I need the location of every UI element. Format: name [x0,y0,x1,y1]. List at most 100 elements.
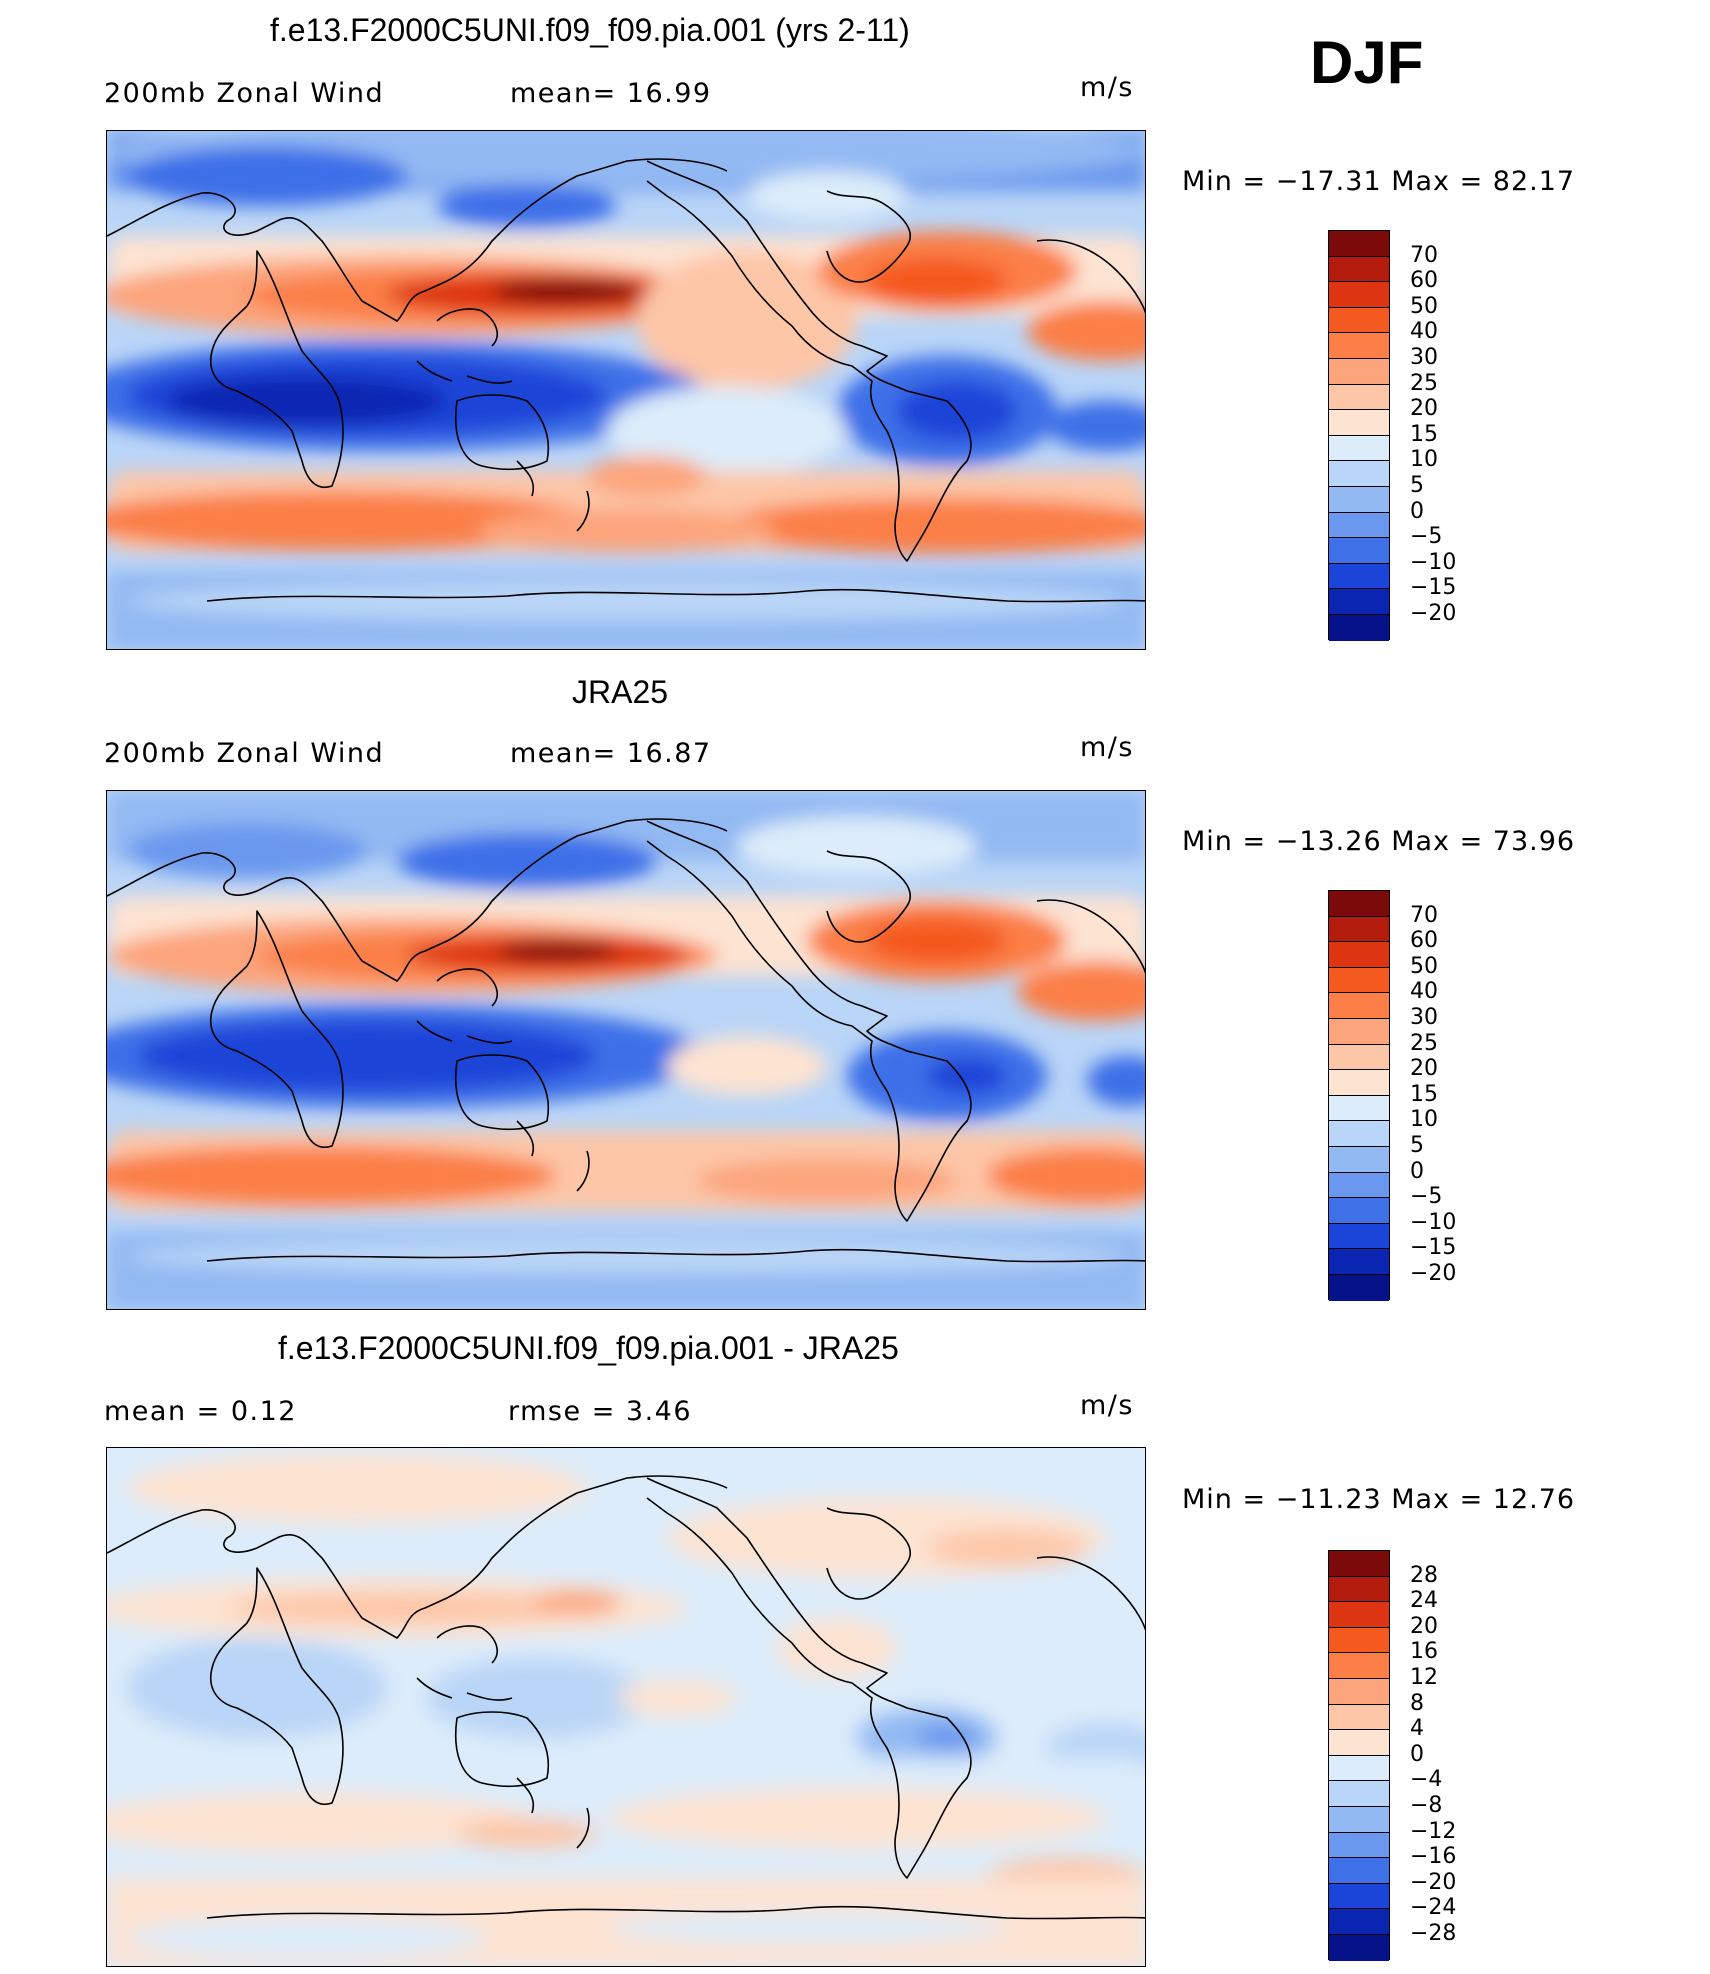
colorbar-level-label: −10 [1410,1209,1457,1235]
colorbar-swatch [1329,1249,1389,1275]
colorbar-swatch [1329,1730,1389,1756]
panel-2-title: JRA25 [572,674,669,710]
colorbar-level-label: −20 [1410,1261,1457,1286]
colorbar-level-label: 10 [1410,1107,1438,1133]
colorbar-swatch [1329,1044,1389,1071]
panel-2-min-max: Min = −13.26 Max = 73.96 [1182,826,1576,857]
colorbar-level-label: 20 [1410,1056,1438,1082]
colorbar-swatch [1329,358,1389,385]
colorbar-level-label: 0 [1410,1158,1424,1184]
colorbar-swatch [1329,282,1389,308]
colorbar-level-label: −20 [1410,601,1457,626]
colorbar-level-label: 25 [1410,370,1438,396]
colorbar-level-label: 30 [1410,1005,1438,1030]
panel-1-colorbar [1328,230,1390,641]
colorbar-swatch [1329,1070,1389,1096]
colorbar-level-label: 28 [1410,1562,1438,1588]
colorbar-swatch [1329,1934,1389,1961]
colorbar-swatch [1329,1755,1389,1782]
colorbar-swatch [1329,512,1389,539]
colorbar-swatch [1329,1274,1389,1301]
panel-3-min-max: Min = −11.23 Max = 12.76 [1182,1484,1576,1515]
panel-2-map [106,790,1146,1310]
colorbar-level-label: 15 [1410,421,1438,447]
colorbar-swatch [1329,1223,1389,1250]
colorbar-swatch [1329,916,1389,943]
colorbar-swatch [1329,1602,1389,1628]
colorbar-level-label: 16 [1410,1639,1438,1665]
panel-3-rmse-label: rmse = 3.46 [508,1396,693,1427]
panel-1-title: f.e13.F2000C5UNI.f09_f09.pia.001 (yrs 2-… [270,12,910,48]
colorbar-level-label: 12 [1410,1665,1438,1690]
panel-1-min-max: Min = −17.31 Max = 82.17 [1182,166,1576,197]
colorbar-swatch [1329,942,1389,968]
panel-2-colorbar [1328,890,1390,1301]
colorbar-level-label: 0 [1410,1741,1424,1767]
colorbar-level-label: 8 [1410,1690,1424,1716]
colorbar-swatch [1329,1172,1389,1199]
colorbar-level-label: −15 [1410,1235,1457,1261]
colorbar-level-label: 20 [1410,1613,1438,1639]
panel-3-units: m/s [1080,1390,1134,1421]
colorbar-swatch [1329,1146,1389,1173]
colorbar-swatch [1329,1551,1389,1577]
colorbar-level-label: −28 [1410,1921,1457,1946]
colorbar-level-label: 24 [1410,1588,1438,1614]
season-label: DJF [1310,29,1424,96]
panel-1-variable-label: 200mb Zonal Wind [104,78,385,109]
panel-1-map [106,130,1146,650]
panel-3-map [106,1447,1146,1967]
colorbar-swatch [1329,461,1389,487]
colorbar-swatch [1329,993,1389,1019]
colorbar-level-label: −5 [1410,524,1443,550]
colorbar-swatch [1329,333,1389,359]
colorbar-swatch [1329,589,1389,615]
colorbar-level-label: −20 [1410,1869,1457,1895]
panel-3-mean-label: mean = 0.12 [104,1396,297,1427]
colorbar-level-label: 20 [1410,396,1438,422]
colorbar-level-label: 40 [1410,319,1438,345]
colorbar-swatch [1329,538,1389,564]
colorbar-level-label: 4 [1410,1716,1424,1742]
colorbar-swatch [1329,563,1389,590]
colorbar-swatch [1329,1704,1389,1731]
colorbar-swatch [1329,410,1389,436]
panel-2-mean-label: mean= 16.87 [510,738,712,769]
colorbar-swatch [1329,256,1389,283]
colorbar-swatch [1329,1121,1389,1147]
colorbar-swatch [1329,307,1389,334]
colorbar-level-label: 10 [1410,447,1438,473]
panel-1-mean-label: mean= 16.99 [510,78,712,109]
colorbar-swatch [1329,614,1389,641]
colorbar-swatch [1329,1095,1389,1122]
colorbar-swatch [1329,1653,1389,1679]
colorbar-level-label: 40 [1410,979,1438,1005]
colorbar-level-label: 25 [1410,1030,1438,1056]
colorbar-swatch [1329,891,1389,917]
colorbar-level-label: 0 [1410,498,1424,524]
colorbar-level-label: 5 [1410,1133,1424,1158]
colorbar-level-label: −8 [1410,1793,1443,1818]
panel-1-map-svg [107,131,1145,649]
panel-2-units: m/s [1080,732,1134,763]
colorbar-swatch [1329,1909,1389,1935]
colorbar-level-label: −12 [1410,1818,1457,1844]
colorbar-swatch [1329,231,1389,257]
colorbar-level-label: 70 [1410,242,1438,268]
colorbar-level-label: −16 [1410,1844,1457,1870]
colorbar-level-label: −5 [1410,1184,1443,1210]
colorbar-level-label: 50 [1410,293,1438,319]
colorbar-swatch [1329,1781,1389,1807]
colorbar-level-label: −4 [1410,1767,1443,1793]
colorbar-swatch [1329,1806,1389,1833]
colorbar-level-label: 50 [1410,953,1438,979]
colorbar-swatch [1329,1576,1389,1603]
colorbar-swatch [1329,1832,1389,1859]
panel-3-colorbar [1328,1550,1390,1961]
colorbar-swatch [1329,435,1389,462]
colorbar-swatch [1329,1018,1389,1045]
colorbar-level-label: 70 [1410,902,1438,928]
colorbar-swatch [1329,1858,1389,1884]
colorbar-level-label: 60 [1410,268,1438,294]
colorbar-swatch [1329,384,1389,411]
